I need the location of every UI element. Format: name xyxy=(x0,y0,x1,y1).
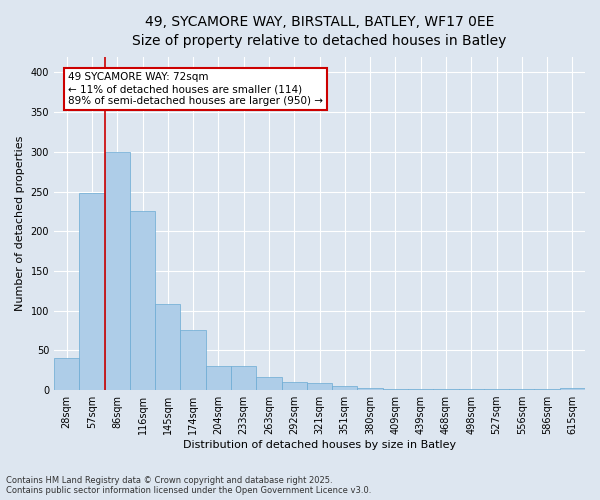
Bar xyxy=(231,366,256,390)
Text: 49 SYCAMORE WAY: 72sqm
← 11% of detached houses are smaller (114)
89% of semi-de: 49 SYCAMORE WAY: 72sqm ← 11% of detached… xyxy=(68,72,323,106)
Bar xyxy=(307,383,332,390)
Bar xyxy=(358,388,383,390)
Text: Contains HM Land Registry data © Crown copyright and database right 2025.
Contai: Contains HM Land Registry data © Crown c… xyxy=(6,476,371,495)
Bar xyxy=(181,330,206,390)
Bar xyxy=(79,193,104,390)
Bar xyxy=(281,382,307,390)
Bar xyxy=(206,366,231,390)
Bar xyxy=(104,152,130,390)
Bar xyxy=(155,304,181,390)
X-axis label: Distribution of detached houses by size in Batley: Distribution of detached houses by size … xyxy=(183,440,456,450)
Bar xyxy=(256,376,281,390)
Bar xyxy=(130,212,155,390)
Y-axis label: Number of detached properties: Number of detached properties xyxy=(15,136,25,311)
Bar xyxy=(54,358,79,390)
Bar xyxy=(560,388,585,390)
Title: 49, SYCAMORE WAY, BIRSTALL, BATLEY, WF17 0EE
Size of property relative to detach: 49, SYCAMORE WAY, BIRSTALL, BATLEY, WF17… xyxy=(133,15,507,48)
Bar xyxy=(332,386,358,390)
